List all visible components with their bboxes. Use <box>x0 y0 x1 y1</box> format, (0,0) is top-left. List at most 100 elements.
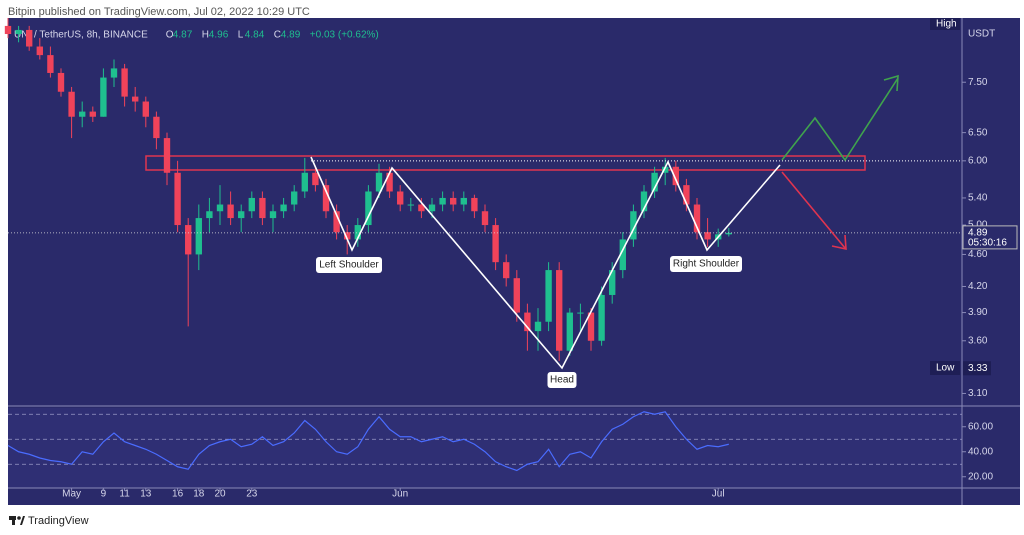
quote-change: +0.03 (+0.62%) <box>310 30 379 41</box>
rsi-tick-label: 40.00 <box>968 446 993 457</box>
candle-body <box>185 225 192 255</box>
quote-field-value: 4.89 <box>281 30 301 41</box>
candle-body <box>333 211 340 233</box>
annotation-label: Right Shoulder <box>673 259 740 270</box>
y-tick-label: 5.40 <box>968 193 988 204</box>
annotation-box <box>547 372 577 388</box>
candle-body <box>704 232 711 240</box>
candle-body <box>280 204 287 212</box>
candle-body <box>79 111 86 117</box>
candle-body <box>672 166 679 186</box>
last-price-label: 4.89 <box>968 228 988 239</box>
candle-body <box>609 270 616 295</box>
candle-body <box>587 312 595 341</box>
bullish-projection <box>781 77 899 162</box>
bearish-arrowhead <box>831 234 847 251</box>
publisher: Bitpin published on TradingView.com, Jul… <box>8 6 310 18</box>
candle-body <box>534 321 542 332</box>
y-tick-label: 6.00 <box>968 155 988 166</box>
y-tick-label: 4.20 <box>968 281 988 292</box>
candle-body <box>503 262 510 279</box>
candle-body <box>418 204 425 212</box>
pattern-line <box>310 156 781 370</box>
candle-body <box>630 211 637 240</box>
low-value-box <box>963 361 991 376</box>
low-box <box>930 361 960 375</box>
footer-brand: TradingView <box>28 515 89 527</box>
candle-body <box>248 197 255 212</box>
low-value: 3.33 <box>968 363 988 374</box>
x-tick-label: 18 <box>193 489 205 500</box>
candle-body <box>598 294 605 341</box>
y-tick-label: 7.50 <box>968 77 988 88</box>
x-tick-label: 20 <box>214 489 226 500</box>
high-box <box>930 18 960 30</box>
candle-body <box>100 77 107 117</box>
tv-logo <box>9 516 25 525</box>
candle-body <box>163 138 171 173</box>
y-tick-label: 4.60 <box>968 249 988 260</box>
candle-body <box>365 191 372 226</box>
candle-body <box>89 111 96 117</box>
candle-body <box>47 55 54 73</box>
candle-body <box>428 204 436 212</box>
candle-body <box>439 197 446 205</box>
x-tick-label: Jun <box>392 489 408 500</box>
candle-body <box>577 312 584 314</box>
candle-body <box>640 191 648 212</box>
rsi-tick-label: 60.00 <box>968 421 993 432</box>
candle-body <box>291 191 298 205</box>
candle-body <box>651 172 658 192</box>
x-tick-label: May <box>62 489 81 500</box>
candle-body <box>375 172 383 192</box>
candle-body <box>142 101 149 117</box>
annotation-label: Head <box>550 375 574 386</box>
x-tick-label: Jul <box>712 489 725 500</box>
quote-field-value: 4.96 <box>209 30 229 41</box>
quote-field-name: O <box>166 30 174 41</box>
candle-body <box>238 211 245 219</box>
candle-body <box>619 239 626 271</box>
candle-body <box>57 72 65 92</box>
bullish-arrowhead <box>883 74 899 92</box>
quote-field-name: H <box>202 30 209 41</box>
last-price-box <box>962 225 1018 250</box>
high-label: High <box>936 19 957 30</box>
x-tick-label: 23 <box>246 489 258 500</box>
candle-body <box>36 46 43 56</box>
candle-body <box>312 172 319 186</box>
quote-field-value: 4.87 <box>173 30 193 41</box>
candle-body <box>450 197 457 205</box>
candle-body <box>121 68 128 97</box>
candle-body <box>68 91 75 117</box>
y-unit: USDT <box>968 29 995 40</box>
x-tick-label: 16 <box>172 489 184 500</box>
candle-body <box>153 116 160 139</box>
candle-body <box>725 232 732 235</box>
y-tick-label: 6.50 <box>968 127 988 138</box>
quote-field-name: L <box>238 30 244 41</box>
candle-body <box>397 191 404 205</box>
rsi-background <box>8 408 962 488</box>
x-tick-label: 11 <box>119 489 130 500</box>
candle-body <box>195 218 202 255</box>
y-tick-label: 3.10 <box>968 388 988 399</box>
candle-body <box>566 312 573 351</box>
resistance-zone <box>145 155 866 171</box>
candle-body <box>344 232 351 240</box>
symbol-title: UNI / TetherUS, 8h, BINANCE <box>14 30 148 41</box>
candle-body <box>322 185 330 212</box>
candle-body <box>301 172 308 192</box>
candle-body <box>132 96 139 102</box>
candle-body <box>471 197 478 212</box>
x-tick-label: 9 <box>101 489 107 500</box>
countdown: 05:30:16 <box>968 238 1007 249</box>
candle-body <box>407 204 414 206</box>
annotation-box <box>316 257 382 273</box>
candle-body <box>110 68 118 78</box>
candle-body <box>354 225 361 240</box>
candle-body <box>693 204 701 233</box>
quote-field-name: C <box>274 30 281 41</box>
